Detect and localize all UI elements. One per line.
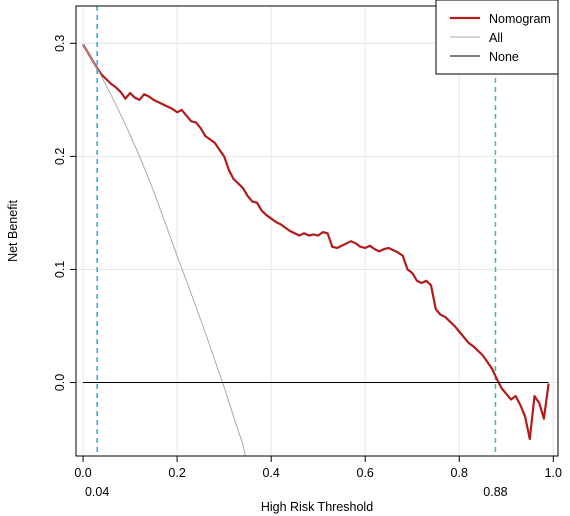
reference-lines	[96, 6, 497, 456]
x-tick-label: 1.0	[545, 466, 562, 480]
legend-label: All	[489, 31, 503, 45]
series-lines	[82, 43, 550, 457]
y-tick-label: 0.0	[53, 374, 67, 391]
plot-border	[75, 5, 559, 457]
x-tick-label: 0.0	[74, 466, 91, 480]
y-axis-title: Net Benefit	[6, 200, 20, 262]
threshold-label: 0.88	[483, 485, 507, 499]
x-tick-label: 0.6	[357, 466, 374, 480]
x-tick-label: 0.4	[262, 466, 279, 480]
series-line-nomogram	[82, 43, 550, 441]
x-tick-label: 0.2	[168, 466, 185, 480]
y-tick-label: 0.2	[53, 148, 67, 165]
legend: Nomogram All None	[435, 0, 559, 75]
legend-label: None	[489, 50, 519, 64]
x-axis: 0.0 0.2 0.4 0.6 0.8 1.0 0.04 0.88	[74, 456, 562, 499]
threshold-label: 0.04	[85, 485, 109, 499]
y-tick-label: 0.1	[53, 261, 67, 278]
legend-label: Nomogram	[489, 12, 551, 26]
x-tick-label: 0.8	[451, 466, 468, 480]
y-axis: 0.0 0.1 0.2 0.3	[53, 35, 76, 391]
y-tick-label: 0.3	[53, 35, 67, 52]
x-axis-title: High Risk Threshold	[261, 500, 373, 514]
series-line-all	[82, 44, 246, 457]
